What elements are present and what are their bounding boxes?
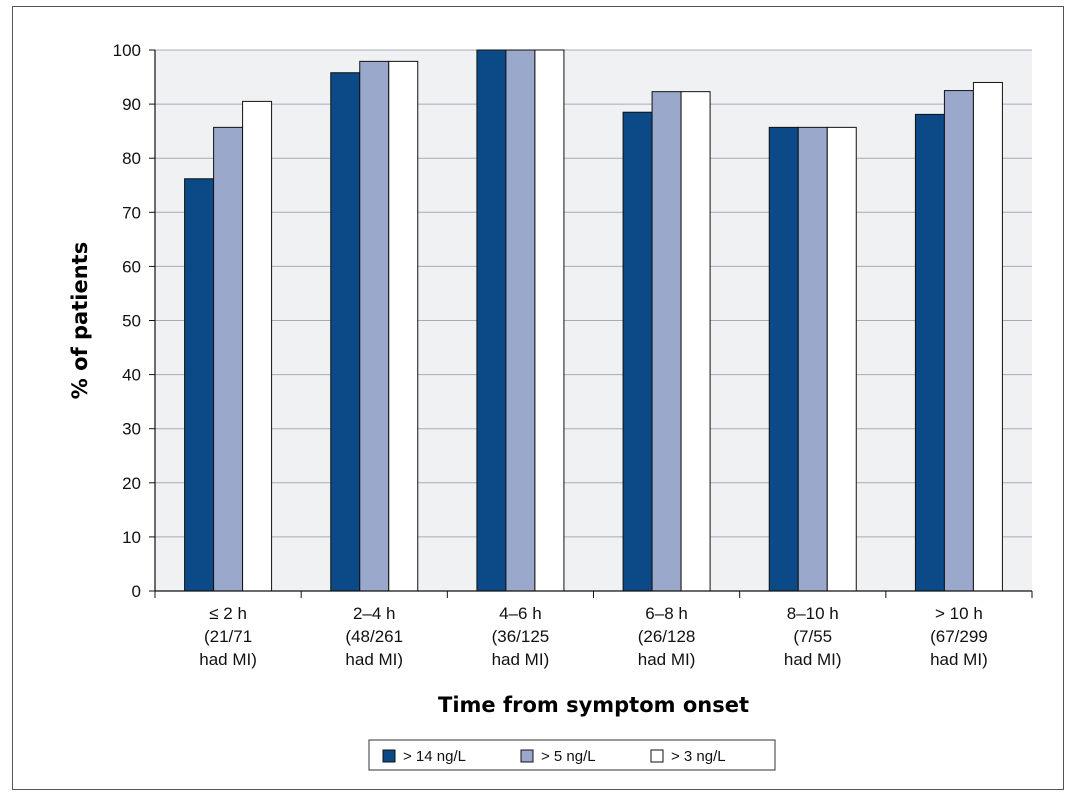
x-tick-label: had MI) — [492, 650, 550, 669]
x-tick-label: 8–10 h — [787, 604, 839, 623]
y-tick-label: 60 — [122, 257, 141, 276]
bar — [680, 91, 711, 592]
x-tick-label: had MI) — [930, 650, 988, 669]
legend-swatch — [382, 749, 396, 763]
x-tick-labels: ≤ 2 h (21/71 had MI) 2–4 h (48/261 had MI) 4–6… — [199, 604, 987, 669]
bar — [826, 126, 857, 592]
y-tick-label: 80 — [122, 149, 141, 168]
bar — [242, 100, 273, 592]
x-tick-label: had MI) — [199, 650, 257, 669]
y-tick-label: 20 — [122, 474, 141, 493]
x-tick-label: had MI) — [638, 650, 696, 669]
legend-label: > 14 ng/L — [403, 748, 466, 765]
legend-label: > 5 ng/L — [541, 748, 596, 765]
x-tick-label: 4–6 h — [499, 604, 542, 623]
y-tick-label: 10 — [122, 528, 141, 547]
bar — [622, 111, 653, 592]
legend-swatch — [650, 749, 664, 763]
bar — [972, 81, 1003, 592]
gridlines — [155, 49, 1032, 538]
legend-label: > 3 ng/L — [671, 748, 726, 765]
bar — [797, 126, 828, 592]
x-tick-label: 2–4 h — [353, 604, 396, 623]
x-tick-label: (26/128 — [638, 627, 696, 646]
y-tick-label: 70 — [122, 203, 141, 222]
x-tick-label: had MI) — [345, 650, 403, 669]
x-tick-label: ≤ 2 h — [209, 604, 247, 623]
bar — [768, 126, 799, 592]
x-tick-label: (48/261 — [345, 627, 403, 646]
y-tick-label: 50 — [122, 312, 141, 331]
legend-swatch — [520, 749, 534, 763]
figure-frame: 0 10 20 30 40 50 60 70 80 90 100 ≤ 2 h (21/71 had MI… — [12, 6, 1064, 790]
legend-box — [368, 739, 776, 771]
bar — [213, 126, 244, 592]
y-tick-label: 90 — [122, 95, 141, 114]
bar — [914, 113, 945, 592]
bar — [534, 49, 565, 592]
x-tick-label: (36/125 — [492, 627, 550, 646]
legend: > 14 ng/L > 5 ng/L > 3 ng/L — [368, 739, 776, 771]
bar-chart: 0 10 20 30 40 50 60 70 80 90 100 ≤ 2 h (21/71 had MI… — [68, 41, 1033, 771]
x-tick-label: 6–8 h — [645, 604, 688, 623]
y-tick-label: 0 — [132, 582, 141, 601]
y-tick-label: 40 — [122, 366, 141, 385]
y-tick-labels: 0 10 20 30 40 50 60 70 80 90 100 — [113, 41, 141, 601]
bar — [651, 91, 682, 592]
x-tick-label: had MI) — [784, 650, 842, 669]
x-tick-label: (67/299 — [930, 627, 988, 646]
y-tick-label: 100 — [113, 41, 141, 60]
bar — [388, 60, 419, 592]
x-axis-label: Time from symptom onset — [438, 693, 749, 717]
x-tick-label: (7/55 — [793, 627, 832, 646]
bar — [359, 60, 390, 592]
x-tick-label: (21/71 — [204, 627, 252, 646]
bar — [476, 49, 507, 592]
bar — [943, 90, 974, 592]
axes — [149, 49, 1033, 598]
bar — [330, 72, 361, 592]
bars — [184, 49, 1003, 592]
y-axis-label: % of patients — [68, 242, 92, 399]
y-tick-label: 30 — [122, 420, 141, 439]
x-tick-label: > 10 h — [935, 604, 983, 623]
bar — [184, 178, 215, 592]
bar — [505, 49, 536, 592]
